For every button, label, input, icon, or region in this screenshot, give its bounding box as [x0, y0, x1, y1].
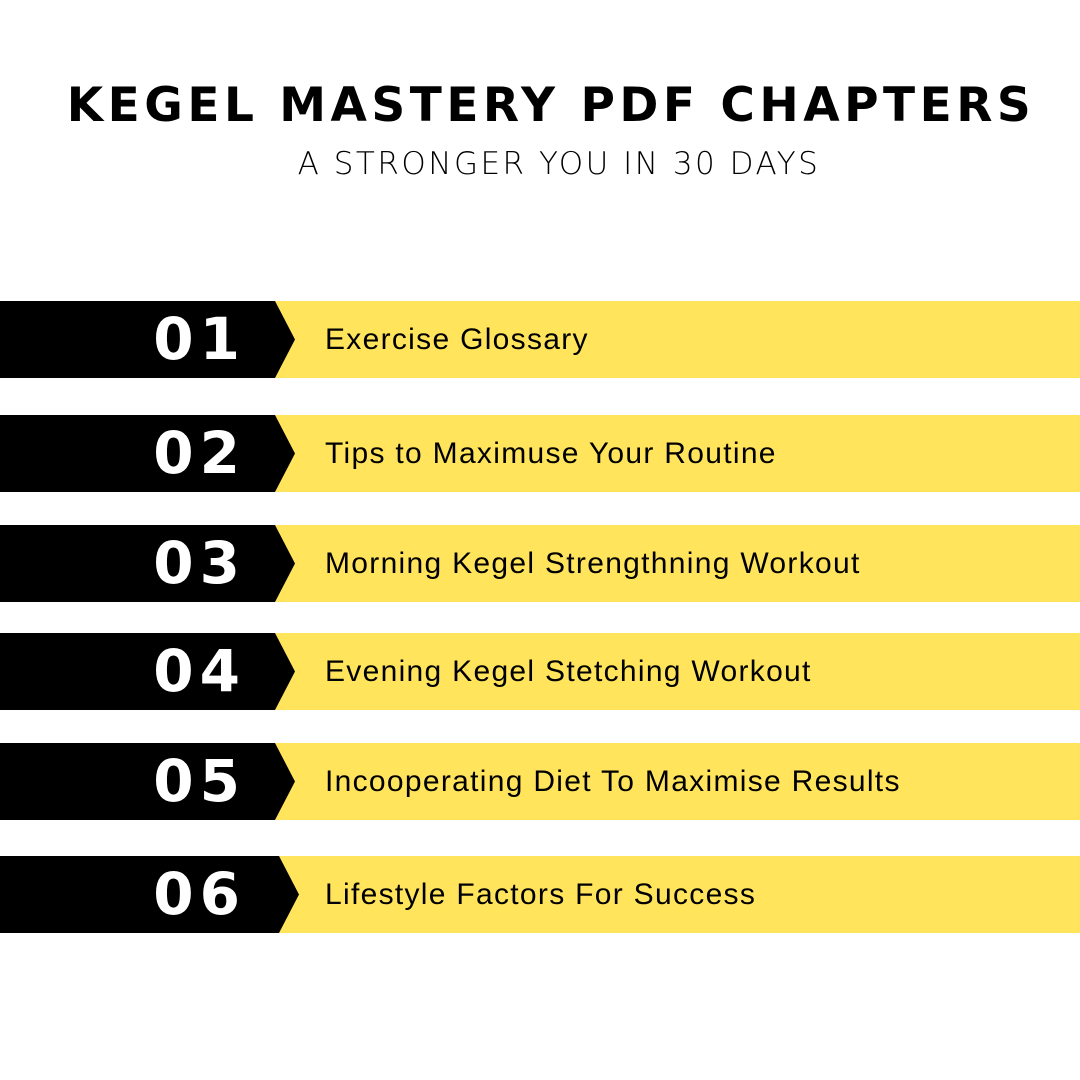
chapter-number-arrow: 03: [0, 525, 296, 602]
chapter-number: 05: [153, 747, 246, 815]
chapter-row: 01 Exercise Glossary: [0, 301, 1080, 378]
chapter-number: 03: [153, 529, 246, 597]
chapter-number: 02: [153, 419, 246, 487]
chapter-number-arrow: 02: [0, 415, 296, 492]
chapter-number: 06: [153, 860, 246, 928]
chapter-number-arrow: 04: [0, 633, 296, 710]
chapter-number-arrow: 01: [0, 301, 296, 378]
arrow-shape-icon: [0, 856, 299, 933]
chapter-number-arrow: 06: [0, 856, 299, 933]
chapter-number: 04: [153, 637, 246, 705]
arrow-shape-icon: [0, 633, 295, 710]
chapter-title: Exercise Glossary: [325, 323, 589, 356]
chapter-title: Evening Kegel Stetching Workout: [325, 655, 812, 688]
chapter-row: 04 Evening Kegel Stetching Workout: [0, 633, 1080, 710]
page-title: KEGEL MASTERY PDF CHAPTERS: [66, 78, 1036, 133]
chapter-row: 03 Morning Kegel Strengthning Workout: [0, 525, 1080, 602]
chapter-row: 02 Tips to Maximuse Your Routine: [0, 415, 1080, 492]
chapter-row: 05 Incooperating Diet To Maximise Result…: [0, 743, 1080, 820]
arrow-shape-icon: [0, 525, 295, 602]
chapter-title: Tips to Maximuse Your Routine: [325, 437, 777, 470]
chapter-number: 01: [153, 305, 246, 373]
arrow-shape-icon: [0, 301, 295, 378]
arrow-shape-icon: [0, 743, 295, 820]
chapter-row: 06 Lifestyle Factors For Success: [0, 856, 1080, 933]
chapter-title: Incooperating Diet To Maximise Results: [325, 765, 901, 798]
arrow-shape-icon: [0, 415, 295, 492]
chapter-number-arrow: 05: [0, 743, 296, 820]
chapter-title: Lifestyle Factors For Success: [325, 878, 757, 911]
chapter-title: Morning Kegel Strengthning Workout: [325, 547, 861, 580]
page-subtitle: A STRONGER YOU IN 30 DAYS: [297, 146, 821, 182]
